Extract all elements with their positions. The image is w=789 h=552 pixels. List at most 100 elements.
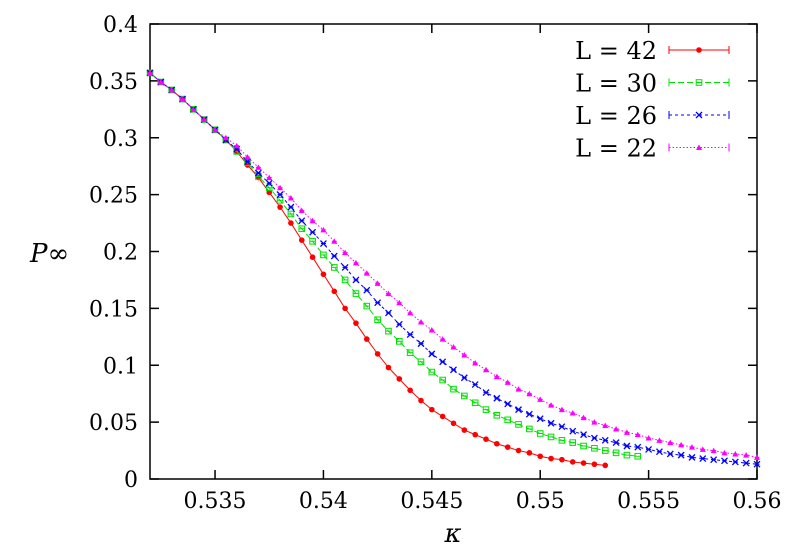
data-point	[623, 451, 631, 459]
data-point	[526, 450, 533, 456]
series-line	[149, 72, 758, 458]
series-line	[149, 72, 638, 457]
data-point	[417, 340, 425, 348]
legend-label: L = 26	[575, 102, 657, 130]
data-point	[580, 431, 588, 439]
data-point	[385, 327, 392, 335]
data-point	[710, 456, 718, 464]
data-point	[288, 220, 294, 226]
legend-marker	[695, 79, 703, 86]
data-point	[417, 358, 425, 366]
data-point	[667, 439, 674, 446]
data-point	[330, 264, 338, 271]
data-point	[363, 286, 371, 294]
data-point	[276, 197, 284, 204]
plot-frame	[149, 23, 758, 480]
data-point	[602, 462, 609, 469]
data-point	[493, 373, 500, 380]
data-point	[201, 116, 208, 123]
data-point	[276, 191, 284, 199]
x-axis-label: κ	[443, 519, 461, 548]
data-point	[244, 159, 251, 167]
data-point	[342, 305, 348, 312]
data-point	[342, 249, 349, 256]
data-point	[656, 437, 663, 443]
data-point	[298, 217, 306, 225]
data-point	[320, 271, 327, 278]
data-point	[157, 79, 164, 85]
data-point	[515, 406, 522, 414]
data-point	[732, 450, 739, 457]
y-tick-label: 0.2	[103, 241, 138, 266]
data-point	[569, 439, 577, 446]
data-point	[395, 320, 403, 328]
data-point	[374, 316, 381, 324]
data-point	[179, 96, 186, 102]
data-point	[548, 455, 554, 462]
data-point	[537, 396, 544, 402]
data-point	[472, 431, 478, 438]
data-point	[569, 410, 576, 416]
y-tick-label: 0.05	[89, 411, 138, 436]
data-point	[352, 290, 360, 297]
data-point	[536, 430, 544, 437]
data-point	[721, 457, 728, 465]
data-point	[428, 326, 435, 333]
data-point	[482, 406, 490, 413]
data-point	[439, 358, 447, 366]
data-point	[525, 410, 533, 418]
x-tick-label: 0.555	[617, 489, 680, 514]
y-tick-label: 0.15	[89, 297, 138, 322]
data-point	[363, 302, 371, 310]
data-point	[320, 251, 327, 259]
data-point	[471, 399, 479, 407]
data-point	[287, 195, 294, 201]
data-point	[688, 453, 696, 461]
data-point	[439, 413, 446, 420]
data-point	[569, 459, 576, 465]
x-tick-label: 0.56	[733, 489, 782, 514]
data-point	[396, 338, 403, 345]
data-point	[298, 237, 305, 243]
data-point	[265, 184, 273, 192]
data-point	[602, 422, 609, 429]
data-point	[634, 443, 642, 451]
legend: L = 42 L = 30 L = 26 L = 22	[575, 37, 730, 163]
data-point	[429, 406, 435, 413]
data-point	[493, 394, 501, 402]
data-point	[450, 385, 457, 393]
data-point	[396, 299, 403, 306]
data-point	[645, 435, 652, 441]
data-point	[417, 319, 424, 325]
data-point	[407, 387, 413, 394]
legend-entry: L = 42	[575, 37, 730, 65]
data-point	[613, 425, 620, 432]
y-tick-label: 0.1	[103, 354, 138, 379]
data-point	[743, 452, 750, 458]
data-point	[515, 421, 522, 428]
data-point	[536, 415, 544, 423]
data-point	[450, 420, 457, 427]
data-point	[645, 445, 653, 453]
data-point	[320, 226, 327, 233]
data-point	[569, 427, 577, 435]
data-point	[493, 412, 501, 419]
x-tick-label: 0.535	[184, 489, 247, 514]
data-point	[352, 276, 360, 284]
data-point	[460, 374, 468, 382]
x-tick-label: 0.55	[516, 489, 565, 514]
series-3	[147, 69, 760, 460]
data-point	[591, 461, 598, 468]
y-tick-label: 0	[124, 468, 138, 493]
data-point	[222, 134, 229, 141]
data-point	[428, 368, 436, 376]
data-point	[526, 425, 533, 433]
data-point	[548, 402, 555, 408]
data-point	[504, 444, 511, 450]
x-tick-label: 0.545	[400, 489, 463, 514]
data-point	[277, 204, 283, 210]
data-point	[612, 449, 620, 457]
data-point	[753, 460, 761, 468]
data-point	[244, 158, 252, 166]
